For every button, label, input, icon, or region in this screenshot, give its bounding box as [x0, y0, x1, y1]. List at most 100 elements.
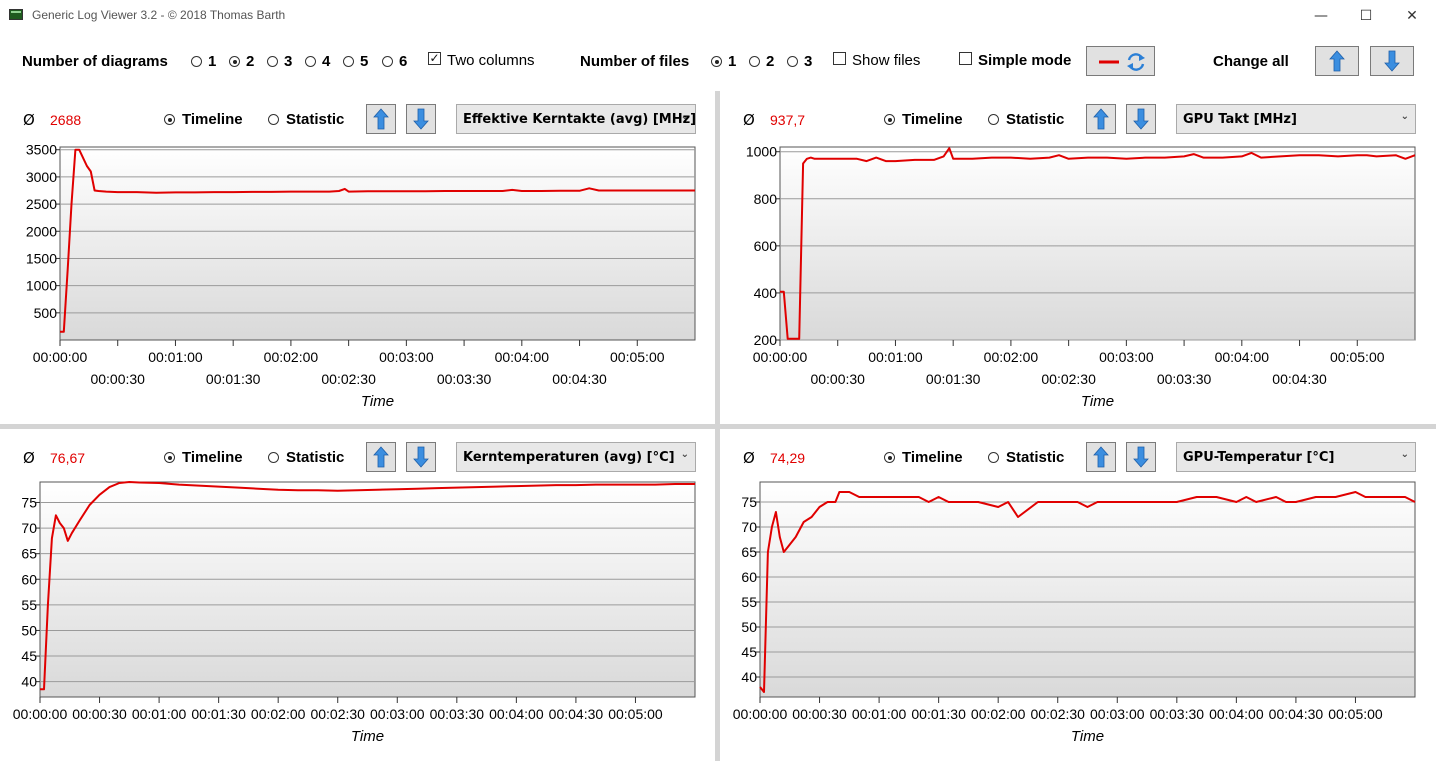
- x-tick-label: 00:02:00: [251, 706, 306, 722]
- row-splitter[interactable]: [0, 424, 1436, 429]
- x-tick-label: 00:03:30: [437, 371, 492, 387]
- x-tick-label: 00:02:00: [971, 706, 1026, 722]
- sensor-select[interactable]: GPU-Temperatur [°C] ⌄: [1176, 442, 1416, 472]
- statistic-radio[interactable]: [988, 452, 999, 463]
- file-count-radio-2[interactable]: [749, 56, 760, 67]
- diagram-count-radio-2[interactable]: [229, 56, 240, 67]
- chevron-down-icon: ⌄: [1400, 449, 1409, 460]
- statistic-radio[interactable]: [268, 452, 279, 463]
- move-up-button[interactable]: [366, 104, 396, 134]
- x-tick-label: 00:04:00: [1215, 349, 1270, 365]
- diagram-count-label-3: 3: [284, 53, 293, 70]
- x-axis-title: Time: [1071, 728, 1104, 745]
- statistic-radio[interactable]: [988, 114, 999, 125]
- line-chart[interactable]: 200 400 600 800 1000 00:00:00 00:01:00 00:02:00…: [720, 91, 1436, 424]
- x-tick-label: 00:00:30: [90, 371, 145, 387]
- y-tick-label: 1000: [26, 278, 57, 294]
- y-tick-label: 65: [21, 546, 37, 562]
- x-tick-label: 00:03:30: [1150, 706, 1205, 722]
- average-value: 74,29: [770, 450, 806, 466]
- move-down-button[interactable]: [1126, 104, 1156, 134]
- change-all-up-button[interactable]: [1315, 46, 1359, 76]
- y-tick-label: 75: [741, 494, 757, 510]
- move-down-button[interactable]: [1126, 442, 1156, 472]
- move-up-button[interactable]: [366, 442, 396, 472]
- chevron-down-icon: ⌄: [1400, 111, 1409, 122]
- timeline-radio[interactable]: [164, 452, 175, 463]
- number-of-diagrams-label: Number of diagrams: [22, 53, 168, 70]
- arrow-up-icon: [1093, 446, 1109, 468]
- series-line: [60, 148, 695, 333]
- average-symbol: Ø: [23, 111, 35, 129]
- x-tick-label: 00:02:00: [984, 349, 1039, 365]
- diagram-count-radio-3[interactable]: [267, 56, 278, 67]
- change-all-down-button[interactable]: [1370, 46, 1414, 76]
- statistic-label: Statistic: [286, 449, 345, 466]
- line-style-toggle-button[interactable]: [1086, 46, 1155, 76]
- line-chart[interactable]: 500 1000 1500 2000 2500 3000 3500 00:00:00 00:01…: [0, 91, 715, 424]
- timeline-label: Timeline: [182, 449, 243, 466]
- plot-area: [39, 481, 696, 698]
- y-tick-label: 3500: [26, 142, 57, 158]
- y-tick-label: 600: [754, 238, 778, 254]
- plot-area: [779, 146, 1416, 341]
- sensor-select[interactable]: Effektive Kerntakte (avg) [MHz] ⌄: [456, 104, 696, 134]
- arrow-down-icon: [1133, 108, 1149, 130]
- timeline-radio[interactable]: [884, 114, 895, 125]
- two-columns-checkbox[interactable]: ✓: [428, 51, 441, 65]
- timeline-radio[interactable]: [164, 114, 175, 125]
- show-files-checkbox[interactable]: [833, 52, 846, 65]
- diagram-count-label-6: 6: [399, 53, 408, 70]
- arrow-down-icon: [413, 446, 429, 468]
- diagram-count-radio-5[interactable]: [343, 56, 354, 67]
- x-tick-label: 00:03:30: [430, 706, 485, 722]
- move-down-button[interactable]: [406, 442, 436, 472]
- two-columns-label: Two columns: [447, 52, 535, 69]
- arrow-down-icon: [1133, 446, 1149, 468]
- line-chart[interactable]: 40 45 50 55 60 65 70 75 00:00:00 00:00:30 00:01:00…: [0, 429, 715, 761]
- sensor-select-value: GPU-Temperatur [°C]: [1183, 450, 1335, 465]
- chevron-down-icon: ⌄: [680, 449, 689, 460]
- arrow-down-icon: [1384, 50, 1400, 72]
- sensor-select[interactable]: GPU Takt [MHz] ⌄: [1176, 104, 1416, 134]
- file-count-radio-1[interactable]: [711, 56, 722, 67]
- x-tick-label: 00:04:30: [552, 371, 607, 387]
- y-tick-label: 50: [21, 622, 37, 638]
- statistic-radio[interactable]: [268, 114, 279, 125]
- x-tick-label: 00:03:00: [379, 349, 434, 365]
- average-symbol: Ø: [743, 111, 755, 129]
- timeline-label: Timeline: [182, 111, 243, 128]
- y-tick-label: 60: [21, 571, 37, 587]
- move-up-button[interactable]: [1086, 442, 1116, 472]
- x-tick-label: 00:00:00: [753, 349, 808, 365]
- line-chart[interactable]: 40 45 50 55 60 65 70 75 00:00:00 00:00:30 00:01:00…: [720, 429, 1436, 761]
- file-count-label-2: 2: [766, 53, 775, 70]
- x-tick-label: 00:04:30: [1272, 371, 1327, 387]
- maximize-button[interactable]: ☐: [1359, 7, 1373, 24]
- diagram-count-label-5: 5: [360, 53, 369, 70]
- minimize-button[interactable]: —: [1314, 7, 1328, 24]
- file-count-radio-3[interactable]: [787, 56, 798, 67]
- diagram-count-label-2: 2: [246, 53, 255, 70]
- x-tick-label: 00:01:30: [911, 706, 966, 722]
- y-tick-label: 1500: [26, 250, 57, 266]
- move-down-button[interactable]: [406, 104, 436, 134]
- sensor-select[interactable]: Kerntemperaturen (avg) [°C] ⌄: [456, 442, 696, 472]
- close-button[interactable]: ✕: [1406, 7, 1418, 24]
- simple-mode-checkbox[interactable]: [959, 52, 972, 65]
- timeline-radio[interactable]: [884, 452, 895, 463]
- x-tick-label: 00:01:00: [868, 349, 923, 365]
- diagram-count-radio-1[interactable]: [191, 56, 202, 67]
- y-tick-label: 800: [754, 191, 778, 207]
- x-tick-label: 00:00:00: [13, 706, 68, 722]
- x-tick-label: 00:05:00: [610, 349, 665, 365]
- plot-area: [59, 146, 696, 341]
- move-up-button[interactable]: [1086, 104, 1116, 134]
- diagram-count-radio-6[interactable]: [382, 56, 393, 67]
- sensor-select-value: GPU Takt [MHz]: [1183, 112, 1297, 127]
- show-files-label: Show files: [852, 52, 921, 69]
- diagram-count-radio-4[interactable]: [305, 56, 316, 67]
- timeline-label: Timeline: [902, 111, 963, 128]
- x-tick-label: 00:02:30: [1041, 371, 1096, 387]
- series-line: [759, 491, 1416, 693]
